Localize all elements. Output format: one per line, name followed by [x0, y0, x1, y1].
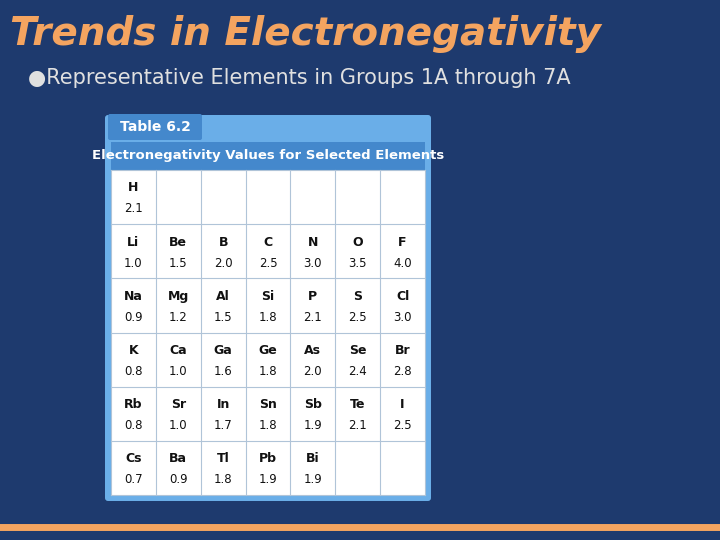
- Text: H: H: [128, 181, 139, 194]
- Text: 1.0: 1.0: [169, 365, 188, 378]
- Text: 1.0: 1.0: [124, 256, 143, 269]
- Text: Ga: Ga: [214, 344, 233, 357]
- Text: Li: Li: [127, 235, 140, 248]
- FancyBboxPatch shape: [105, 115, 431, 501]
- Text: 1.9: 1.9: [258, 474, 277, 487]
- Text: 1.9: 1.9: [304, 419, 323, 432]
- Text: 1.5: 1.5: [169, 256, 188, 269]
- Text: Sn: Sn: [259, 398, 277, 411]
- Text: Be: Be: [169, 235, 187, 248]
- Text: O: O: [352, 235, 363, 248]
- Text: 3.0: 3.0: [304, 256, 322, 269]
- Text: Te: Te: [350, 398, 366, 411]
- Text: 1.2: 1.2: [169, 311, 188, 324]
- Text: Se: Se: [349, 344, 366, 357]
- Text: 0.7: 0.7: [124, 474, 143, 487]
- Text: 2.1: 2.1: [348, 419, 367, 432]
- Text: 2.8: 2.8: [393, 365, 412, 378]
- Text: Ge: Ge: [258, 344, 277, 357]
- Text: Na: Na: [124, 289, 143, 303]
- Text: Table 6.2: Table 6.2: [120, 120, 190, 134]
- Text: As: As: [305, 344, 321, 357]
- Text: Si: Si: [261, 289, 274, 303]
- Text: 1.5: 1.5: [214, 311, 233, 324]
- Text: 1.8: 1.8: [258, 419, 277, 432]
- Text: 1.0: 1.0: [169, 419, 188, 432]
- Text: Cs: Cs: [125, 452, 142, 465]
- Text: 0.8: 0.8: [124, 365, 143, 378]
- Text: 2.1: 2.1: [124, 202, 143, 215]
- Text: ●Representative Elements in Groups 1A through 7A: ●Representative Elements in Groups 1A th…: [28, 68, 571, 88]
- Text: In: In: [217, 398, 230, 411]
- Text: 2.5: 2.5: [348, 311, 367, 324]
- Text: Tl: Tl: [217, 452, 230, 465]
- Text: Br: Br: [395, 344, 410, 357]
- Text: Al: Al: [216, 289, 230, 303]
- Text: Rb: Rb: [124, 398, 143, 411]
- Text: 1.7: 1.7: [214, 419, 233, 432]
- Text: S: S: [354, 289, 362, 303]
- Text: 2.4: 2.4: [348, 365, 367, 378]
- Text: Cl: Cl: [396, 289, 409, 303]
- Bar: [111, 142, 425, 170]
- Text: C: C: [264, 235, 273, 248]
- Text: Ca: Ca: [169, 344, 187, 357]
- Text: Trends in Electronegativity: Trends in Electronegativity: [10, 15, 601, 53]
- Text: F: F: [398, 235, 407, 248]
- Text: 2.0: 2.0: [304, 365, 322, 378]
- Text: Mg: Mg: [168, 289, 189, 303]
- Text: 3.0: 3.0: [393, 311, 412, 324]
- Text: B: B: [218, 235, 228, 248]
- Text: 2.1: 2.1: [304, 311, 323, 324]
- Text: K: K: [129, 344, 138, 357]
- Text: 2.5: 2.5: [393, 419, 412, 432]
- Text: Pb: Pb: [259, 452, 277, 465]
- Text: 1.8: 1.8: [214, 474, 233, 487]
- Text: 1.9: 1.9: [304, 474, 323, 487]
- Text: 2.5: 2.5: [258, 256, 277, 269]
- Text: 1.6: 1.6: [214, 365, 233, 378]
- Text: 0.9: 0.9: [169, 474, 188, 487]
- Text: I: I: [400, 398, 405, 411]
- Text: 2.0: 2.0: [214, 256, 233, 269]
- Text: 0.8: 0.8: [124, 419, 143, 432]
- Text: N: N: [307, 235, 318, 248]
- Text: 0.9: 0.9: [124, 311, 143, 324]
- Text: 1.8: 1.8: [258, 365, 277, 378]
- FancyBboxPatch shape: [108, 114, 202, 140]
- Text: Electronegativity Values for Selected Elements: Electronegativity Values for Selected El…: [92, 150, 444, 163]
- Text: Bi: Bi: [306, 452, 320, 465]
- Text: Sr: Sr: [171, 398, 186, 411]
- Text: P: P: [308, 289, 318, 303]
- Text: 3.5: 3.5: [348, 256, 367, 269]
- Text: 4.0: 4.0: [393, 256, 412, 269]
- Text: Sb: Sb: [304, 398, 322, 411]
- Bar: [111, 170, 425, 495]
- Text: Ba: Ba: [169, 452, 187, 465]
- Text: 1.8: 1.8: [258, 311, 277, 324]
